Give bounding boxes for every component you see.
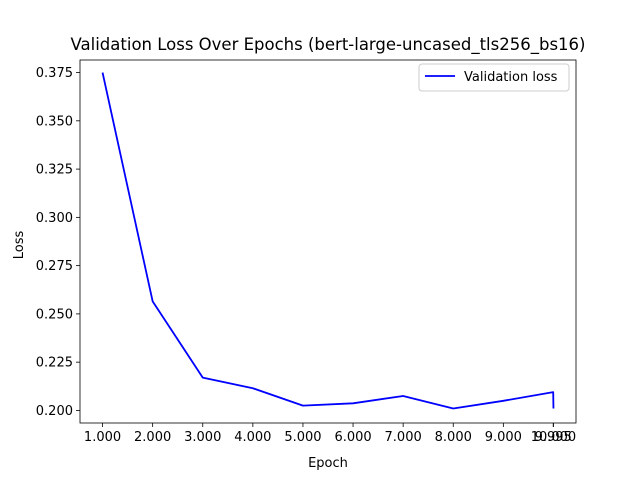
- data-point: [553, 408, 555, 410]
- x-tick-label: 2.000: [134, 430, 171, 445]
- y-tick-label: 0.325: [36, 163, 73, 178]
- y-tick-label: 0.375: [36, 66, 73, 81]
- plot-area: 0.200 0.225 0.250 0.275 0.300 0.325 0.350 0.375…: [36, 59, 577, 445]
- x-tick-label: 1.000: [84, 430, 121, 445]
- x-tick-label: 4.000: [234, 430, 271, 445]
- y-tick-label: 0.275: [36, 259, 73, 274]
- data-point: [102, 72, 104, 74]
- y-tick-label: 0.200: [36, 404, 73, 419]
- data-point: [402, 395, 404, 397]
- y-tick-label: 0.350: [36, 114, 73, 129]
- data-point: [202, 377, 204, 379]
- x-tick-label: 3.000: [184, 430, 221, 445]
- data-point: [252, 387, 254, 389]
- data-point: [552, 391, 554, 393]
- y-axis-label: Loss: [12, 231, 27, 260]
- x-tick-label: 10.000: [531, 430, 577, 445]
- legend-label: Validation loss: [464, 70, 558, 85]
- series-line: [101, 72, 555, 410]
- data-point: [302, 405, 304, 407]
- axes-frame: [79, 59, 577, 424]
- legend: Validation loss: [418, 63, 570, 92]
- x-tick-label: 9.000: [485, 430, 522, 445]
- x-tick-label: 9.995: [535, 430, 572, 445]
- y-tick-label: 0.300: [36, 211, 73, 226]
- chart-title: Validation Loss Over Epochs (bert-large-…: [71, 35, 586, 55]
- x-tick-label: 5.000: [284, 430, 321, 445]
- x-tick-label: 6.000: [334, 430, 371, 445]
- x-axis-label: Epoch: [308, 456, 348, 471]
- x-tick-label: 7.000: [385, 430, 422, 445]
- y-tick-label: 0.250: [36, 307, 73, 322]
- data-point: [352, 402, 354, 404]
- y-tick-label: 0.225: [36, 356, 73, 371]
- data-point: [502, 400, 504, 402]
- x-tick-label: 8.000: [435, 430, 472, 445]
- data-point: [152, 300, 154, 302]
- legend-box: [418, 63, 570, 92]
- data-point: [452, 408, 454, 410]
